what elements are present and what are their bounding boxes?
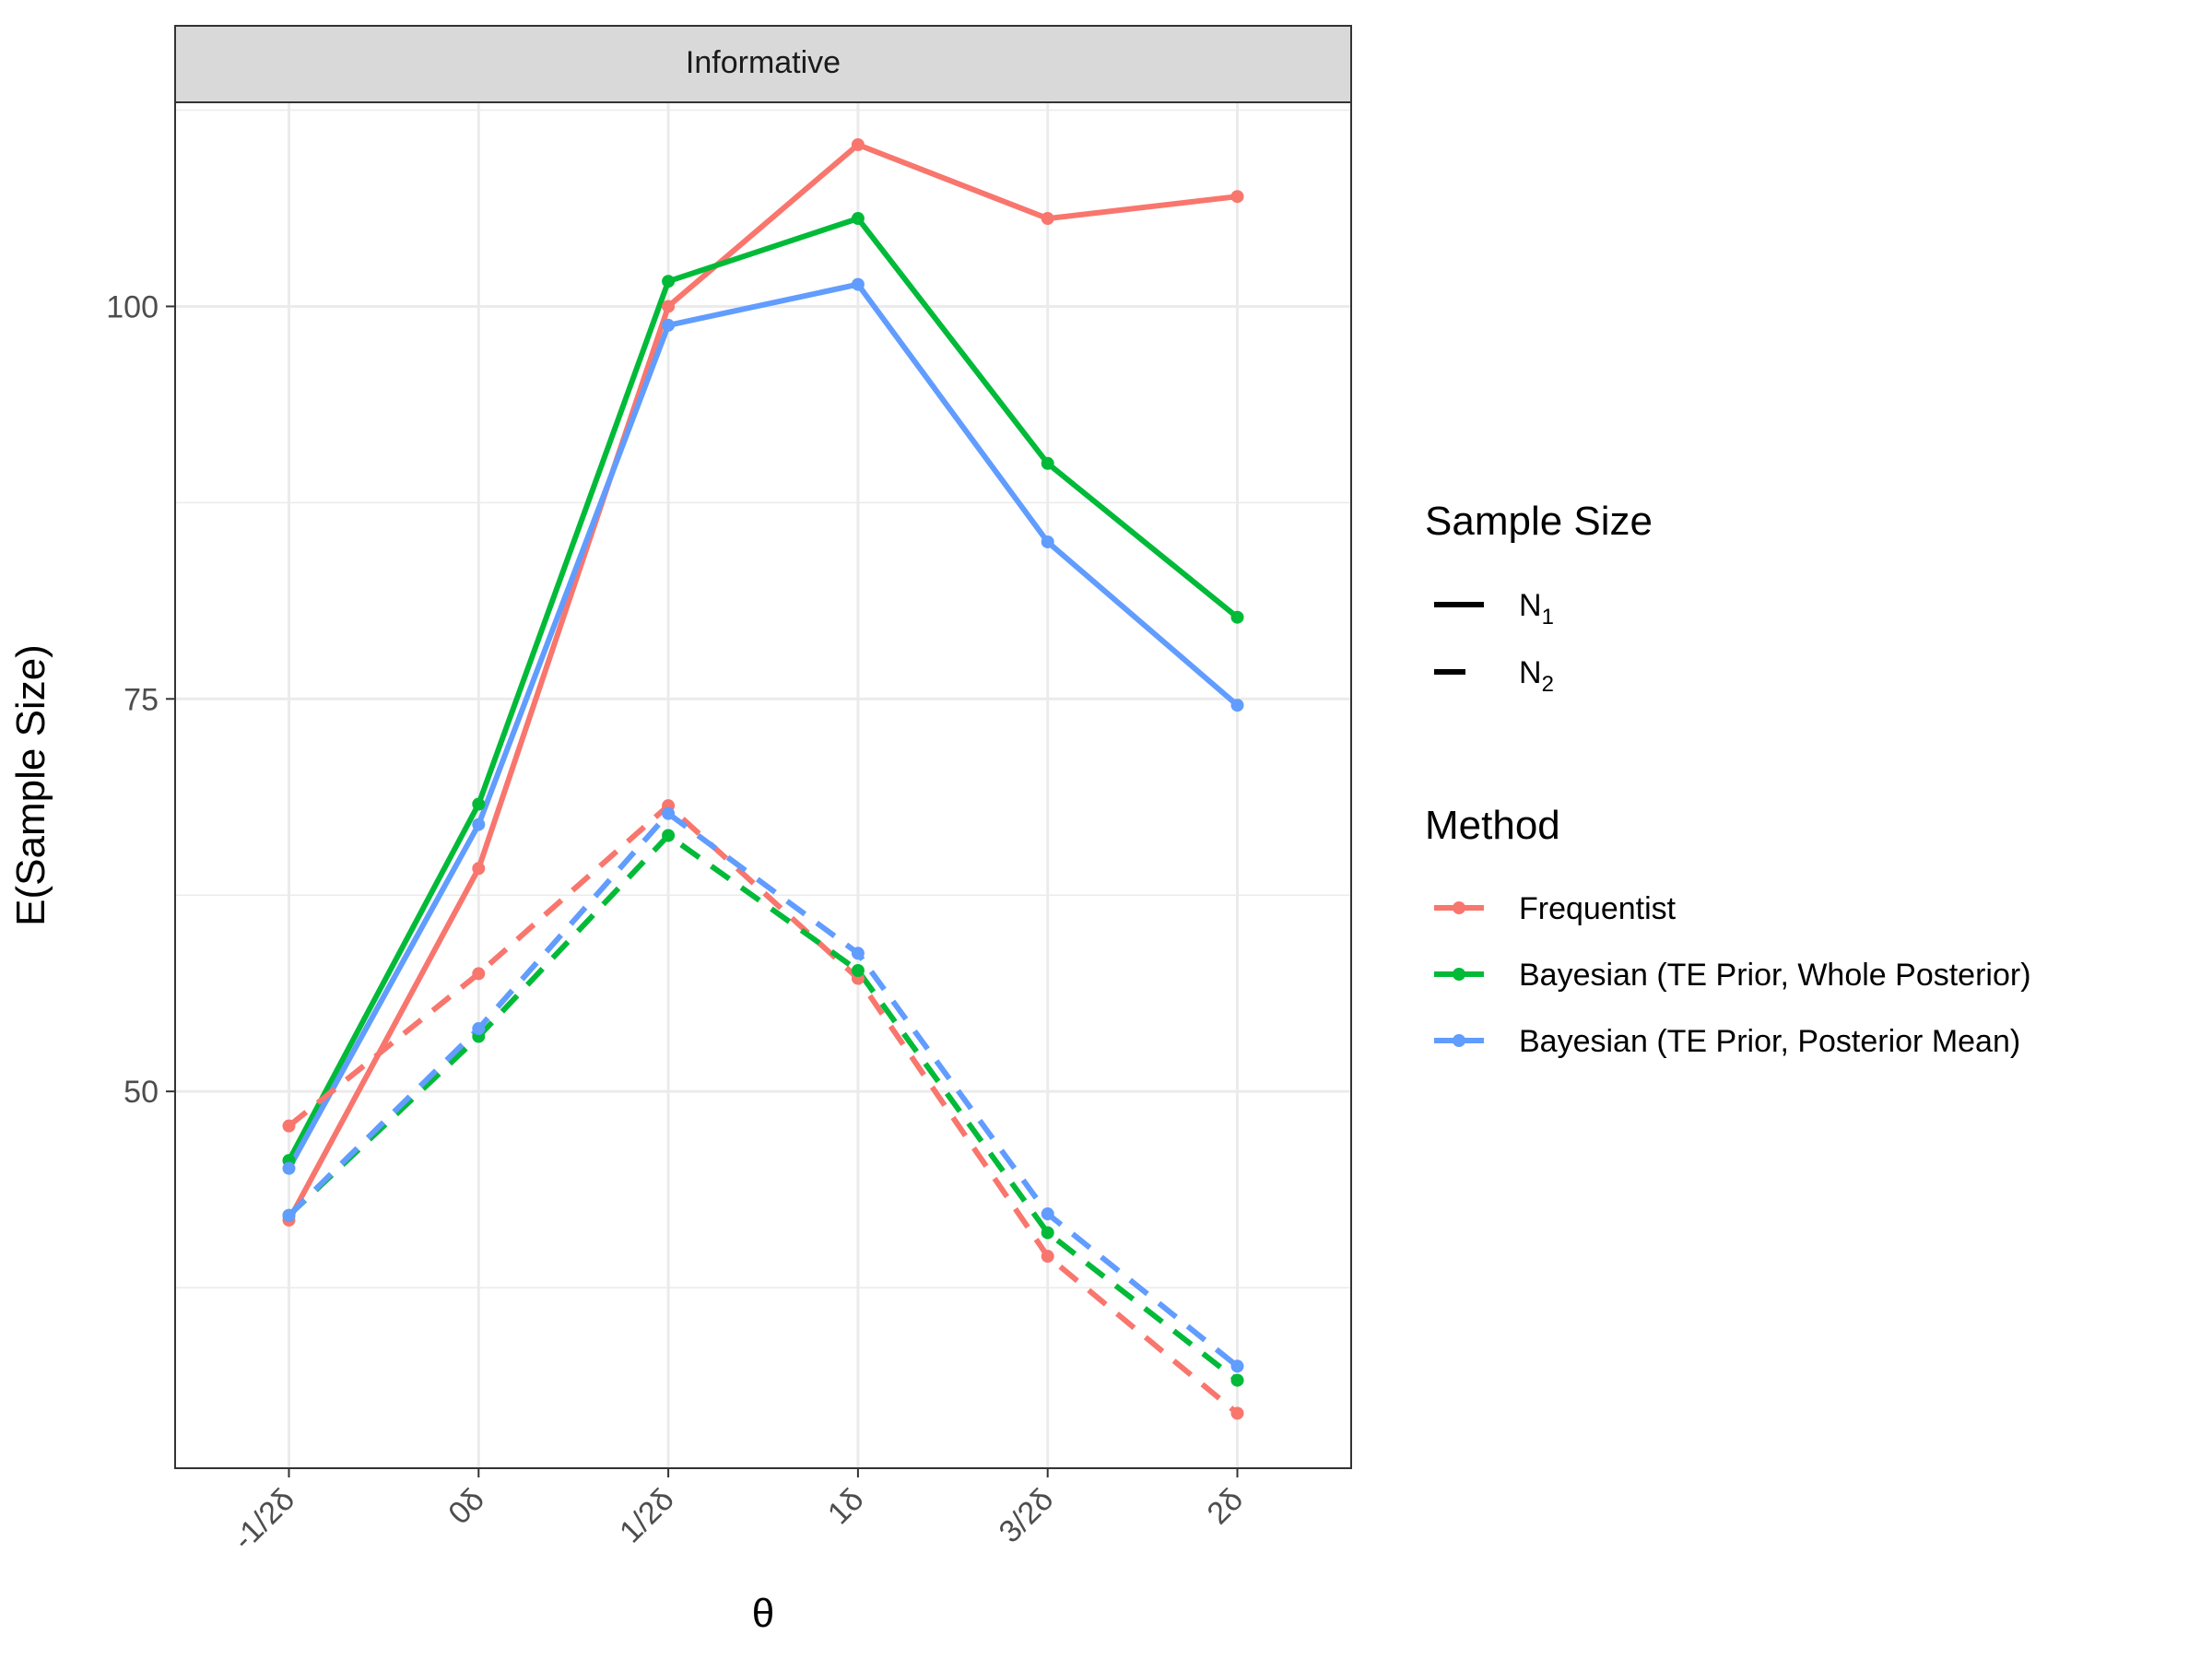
data-point [662,318,676,332]
data-point [472,797,486,811]
x-tick-label: 0δ [441,1482,491,1532]
data-point [282,1208,296,1222]
facet-label: Informative [686,45,841,80]
data-point [472,818,486,831]
data-point [282,1161,296,1175]
data-point [851,277,865,291]
legend-method-label: Bayesian (TE Prior, Posterior Mean) [1519,1024,2020,1059]
y-axis: 50 75 100 [106,289,175,1110]
x-tick-label: -1/2δ [226,1482,301,1558]
data-point [662,275,676,288]
data-point [1041,1250,1054,1264]
data-point [1230,190,1244,204]
legend-size-item: N1 [1434,588,1554,629]
legend-method-title: Method [1425,803,1560,848]
series-line [287,810,1240,1369]
data-point [472,862,486,876]
data-point [851,964,865,978]
series-line [286,281,1240,1171]
data-point [472,1022,486,1036]
legend-size-label: N2 [1519,655,1554,697]
y-tick-label: 100 [106,289,159,324]
x-axis: -1/2δ 0δ 1/2δ 1δ 3/2δ 2δ [226,1468,1250,1557]
panel-border [174,101,1352,1469]
legend-sample-size: Sample Size N1 N2 [1425,499,1653,697]
y-axis-title: E(Sample Size) [8,644,53,926]
data-point [1230,1406,1244,1420]
legend-key-point [1453,901,1465,914]
legend-size-item: N2 [1434,655,1554,697]
data-point [662,829,676,842]
legend-method-label: Frequentist [1519,891,1677,926]
x-tick-label: 1δ [821,1482,871,1532]
data-point [1041,456,1054,470]
series-points [282,137,1244,1420]
plot-panel [174,101,1352,1469]
x-tick-label: 1/2δ [613,1482,681,1550]
panel-background [175,102,1351,1468]
data-point [662,300,676,313]
legend-method: Method Frequentist Bayesian (TE Prior, Wh… [1425,803,2031,1059]
data-point [1230,610,1244,624]
legend-size-label: N1 [1519,588,1554,629]
x-tick-label: 2δ [1201,1482,1251,1532]
legend-sample-size-title: Sample Size [1425,499,1653,544]
series-line [286,142,1238,1222]
data-point [851,137,865,151]
legend-method-item: Bayesian (TE Prior, Posterior Mean) [1434,1024,2020,1059]
series-lines [286,142,1240,1416]
legend-method-label: Bayesian (TE Prior, Whole Posterior) [1519,958,2031,993]
data-point [1041,535,1054,548]
data-point [282,1119,296,1133]
data-point [1230,1373,1244,1387]
x-axis-title: θ [752,1591,774,1636]
data-point [1230,699,1244,712]
x-tick-label: 3/2δ [993,1482,1061,1550]
legend-method-item: Bayesian (TE Prior, Whole Posterior) [1434,958,2031,993]
legend-method-item: Frequentist [1434,891,1677,926]
y-tick-label: 50 [124,1075,159,1110]
data-point [1041,1207,1054,1221]
legend-key-point [1453,968,1465,981]
data-point [1041,212,1054,226]
series-line [287,803,1240,1416]
data-point [1041,1226,1054,1240]
series-line [286,216,1240,1162]
data-point [662,806,676,820]
facet-strip [174,25,1352,103]
legend-key-point [1453,1034,1465,1047]
data-point [1230,1359,1244,1373]
data-point [472,967,486,981]
data-point [851,212,865,226]
y-tick-label: 75 [124,682,159,717]
data-point [851,947,865,960]
